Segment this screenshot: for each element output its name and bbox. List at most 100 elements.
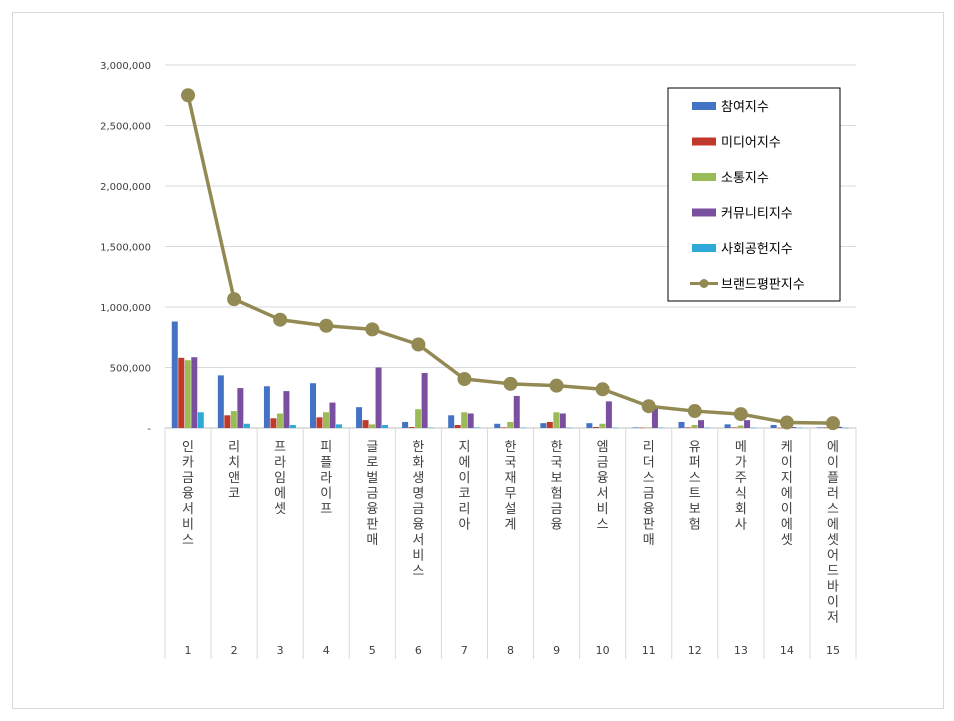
brand-point	[227, 292, 242, 307]
bar-4	[382, 424, 389, 428]
bar-3	[283, 391, 290, 428]
bar-4	[842, 427, 849, 429]
y-tick-label: -	[147, 424, 151, 435]
bar-3	[237, 388, 244, 428]
grid-layer	[165, 64, 856, 429]
bar-4	[428, 427, 435, 429]
bar-2	[369, 424, 376, 428]
rank-label: 5	[369, 644, 376, 657]
bar-1	[685, 427, 692, 428]
bar-2	[415, 409, 422, 428]
legend-swatch	[692, 102, 716, 110]
rank-label: 6	[415, 644, 422, 657]
bar-4	[566, 427, 573, 429]
legend-swatch	[692, 244, 716, 252]
legend-label: 미디어지수	[721, 136, 781, 151]
rank-label: 12	[688, 644, 702, 657]
legend-swatch	[692, 173, 716, 181]
legend-label: 참여지수	[721, 100, 769, 115]
bar-3	[744, 420, 751, 428]
legend-box	[667, 87, 841, 302]
bar-0	[171, 321, 178, 428]
bar-0	[540, 423, 547, 428]
bar-1	[316, 417, 323, 428]
bar-1	[454, 424, 461, 428]
y-tick-label: 500,000	[110, 364, 151, 375]
brand-point	[365, 322, 380, 337]
bar-3	[329, 402, 336, 428]
bar-0	[816, 427, 823, 428]
bar-1	[546, 421, 553, 428]
bar-0	[678, 421, 685, 428]
bar-0	[402, 421, 409, 428]
brand-point	[687, 404, 702, 419]
rank-label: 7	[461, 644, 468, 657]
rank-label: 1	[185, 644, 192, 657]
brand-point	[319, 318, 334, 333]
bar-3	[790, 427, 797, 428]
chart-frame: - 500,000 1,000,000 1,500,000 2,000,000 2,500…	[12, 12, 944, 709]
bar-3	[605, 401, 612, 428]
bar-1	[592, 427, 599, 428]
bar-2	[184, 360, 191, 428]
x-axis: 인 카 금 융 서 비 스 1 리 치 앤 코 2 프 라 임 에 셋 3 피 플 라 이 프 4 글 로 벌 금 융 판 매 5 한 화 생 명 금 융 서…	[164, 428, 857, 659]
brand-point	[825, 416, 840, 431]
brand-point	[181, 88, 196, 103]
brand-point	[457, 371, 472, 386]
bar-2	[737, 425, 744, 428]
rank-label: 2	[231, 644, 238, 657]
bar-3	[191, 357, 198, 428]
brand-point	[411, 337, 426, 352]
bar-4	[796, 427, 803, 429]
legend-swatch	[692, 208, 716, 217]
brand-point	[549, 378, 564, 393]
bar-4	[612, 427, 619, 429]
bar-4	[335, 424, 342, 428]
rank-label: 13	[734, 644, 748, 657]
bar-0	[586, 423, 593, 428]
legend-label: 소통지수	[721, 171, 769, 186]
bar-1	[178, 357, 185, 428]
rank-label: 11	[642, 644, 656, 657]
bar-2	[461, 412, 468, 428]
bar-3	[467, 413, 474, 428]
bar-0	[217, 375, 224, 428]
bar-4	[243, 423, 250, 428]
bar-2	[599, 423, 606, 428]
bar-3	[698, 420, 705, 428]
bar-0	[494, 423, 501, 428]
bar-2	[322, 412, 329, 428]
bar-0	[448, 415, 455, 428]
legend-label: 사회공헌지수	[721, 242, 793, 257]
bar-4	[704, 427, 711, 429]
bar-3	[375, 367, 382, 428]
bar-2	[230, 411, 237, 428]
bar-1	[638, 427, 645, 429]
bar-4	[289, 424, 296, 428]
bar-4	[520, 427, 527, 429]
legend-swatch	[692, 137, 716, 146]
bar-0	[356, 407, 363, 428]
bar-3	[421, 372, 428, 428]
rank-label: 9	[553, 644, 560, 657]
rank-label: 14	[780, 644, 794, 657]
bar-2	[507, 421, 514, 428]
bar-3	[836, 426, 843, 428]
bar-1	[823, 427, 830, 428]
brand-point	[733, 407, 748, 422]
bar-4	[474, 427, 481, 428]
rank-label: 3	[277, 644, 284, 657]
rank-label: 15	[826, 644, 840, 657]
bar-0	[632, 427, 639, 428]
y-tick-label: 2,000,000	[100, 182, 151, 193]
